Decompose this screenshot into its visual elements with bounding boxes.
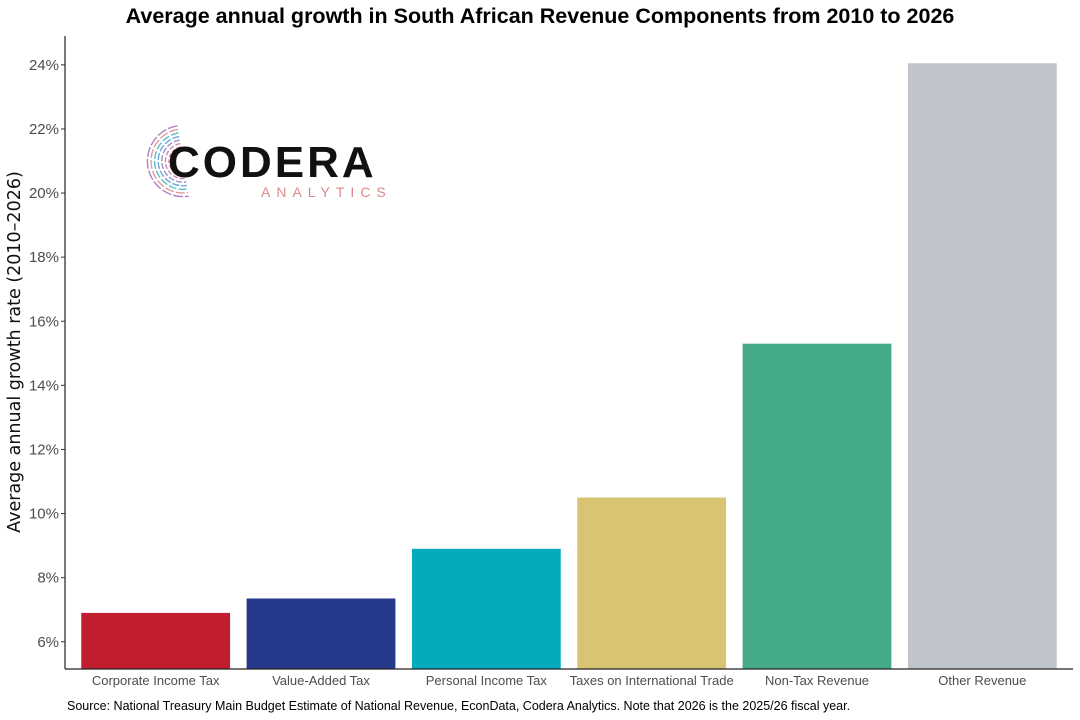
logo-arc [157,135,187,187]
x-tick-label: Non-Tax Revenue [765,673,869,688]
bar-value-added-tax [246,598,396,669]
bar-other-revenue [907,63,1057,669]
logo-arc [146,125,189,198]
y-tick-label: 18% [29,249,59,266]
logo-arc [150,128,189,194]
x-tick-label: Corporate Income Tax [92,673,220,688]
x-tick-label: Other Revenue [938,673,1026,688]
y-tick-label: 12% [29,441,59,458]
logo-arc [168,146,186,176]
y-tick-label: 14% [29,377,59,394]
logo-arc [154,132,188,191]
y-tick-label: 6% [37,634,59,651]
bar-taxes-on-international-trade [577,497,727,669]
logo-arc [161,139,187,183]
x-tick-label: Taxes on International Trade [570,673,734,688]
x-tick-label: Personal Income Tax [426,673,548,688]
logo-word: CODERA [168,138,377,187]
y-tick-label: 24% [29,57,59,74]
y-axis-label: Average annual growth rate (2010–2026) [5,171,25,533]
y-tick-label: 10% [29,506,59,523]
chart-title: Average annual growth in South African R… [125,4,955,28]
y-tick-label: 16% [29,313,59,330]
bar-corporate-income-tax [81,612,231,669]
logo-arc-icon [146,125,189,198]
bar-non-tax-revenue [742,343,892,669]
source-note: Source: National Treasury Main Budget Es… [67,699,851,713]
y-tick-label: 22% [29,121,59,138]
codera-logo: CODERA ANALYTICS [146,125,392,200]
y-tick-label: 8% [37,570,59,587]
logo-sub: ANALYTICS [261,184,392,200]
bar-personal-income-tax [411,548,561,669]
x-tick-label: Value-Added Tax [272,673,370,688]
y-tick-label: 20% [29,185,59,202]
